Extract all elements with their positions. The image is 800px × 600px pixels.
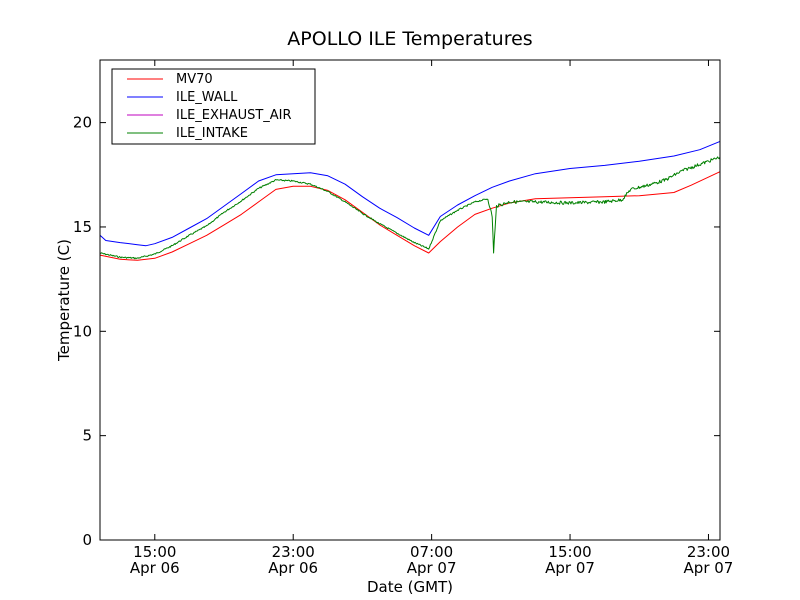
x-tick-label-time: 15:00: [133, 543, 176, 561]
x-tick-label-date: Apr 07: [407, 559, 457, 577]
x-tick-label-time: 07:00: [410, 543, 453, 561]
series-line-ile-intake: [99, 156, 721, 260]
legend-box: [111, 68, 316, 145]
y-tick-label: 10: [73, 322, 92, 340]
legend-label: ILE_WALL: [176, 90, 238, 105]
y-axis: 0 5 10 15 20: [73, 114, 720, 549]
series-layer: [99, 140, 721, 261]
y-axis-label: Temperature (C): [55, 239, 73, 362]
x-tick-label-time: 15:00: [548, 543, 591, 561]
y-tick-label: 15: [73, 218, 92, 236]
plot-frame: [99, 59, 721, 541]
x-tick-label-date: Apr 06: [268, 559, 318, 577]
series-line-ile-wall: [99, 140, 721, 247]
legend: MV70 ILE_WALL ILE_EXHAUST_AIR ILE_INTAKE: [111, 68, 316, 145]
x-tick-label-time: 23:00: [687, 543, 730, 561]
x-tick-label-date: Apr 07: [684, 559, 734, 577]
x-tick-label-time: 23:00: [272, 543, 315, 561]
y-tick-label: 5: [82, 427, 92, 445]
legend-label: ILE_EXHAUST_AIR: [176, 108, 292, 123]
legend-label: ILE_INTAKE: [176, 126, 248, 141]
x-tick-label-date: Apr 07: [545, 559, 595, 577]
x-tick-label-date: Apr 06: [130, 559, 180, 577]
y-tick-label: 20: [73, 114, 92, 132]
y-tick-label: 0: [82, 531, 92, 549]
legend-label: MV70: [176, 72, 213, 87]
x-axis-label: Date (GMT): [367, 578, 453, 596]
chart-title: APOLLO ILE Temperatures: [287, 28, 532, 50]
